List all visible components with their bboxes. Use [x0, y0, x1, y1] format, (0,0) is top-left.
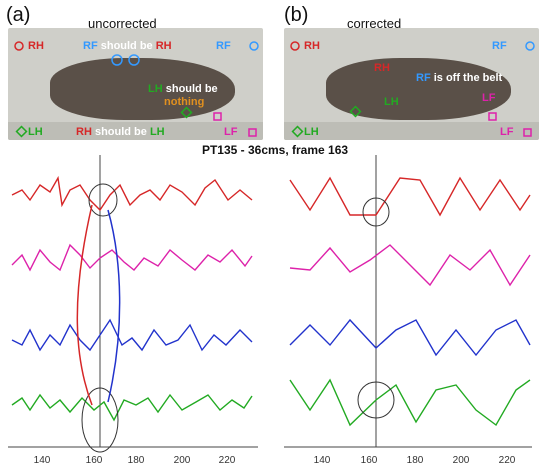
trace-rh [289, 176, 531, 217]
rf-target-icon [249, 41, 259, 51]
swap-arrow-red [76, 204, 93, 406]
mouse-image [326, 58, 511, 120]
label-lf-paw: LF [482, 92, 496, 104]
highlight-circle-top [88, 183, 118, 217]
label-rh: RH [28, 40, 44, 52]
lh-diamond-icon [349, 105, 362, 118]
label-rh-paw: RH [374, 62, 390, 74]
lh-diamond-icon [291, 125, 304, 138]
treadmill-belt [284, 122, 539, 140]
highlight-circle-bottom [81, 387, 119, 453]
rf-target-icon [128, 54, 140, 66]
label-lh: LH [28, 126, 43, 138]
note-rh-target: LH [149, 126, 165, 138]
note-rf-prefix: RF [416, 72, 431, 84]
label-rh: RH [304, 40, 320, 52]
label-lh: LH [304, 126, 319, 138]
highlight-circle-top [362, 197, 390, 227]
lh-diamond-icon [15, 125, 28, 138]
trace-rf [11, 318, 253, 352]
trace-lh [11, 393, 253, 422]
rh-pentagon-icon [290, 41, 300, 51]
rf-target-icon [525, 41, 535, 51]
trace-plot-corrected: 140 160 180 200 220 [284, 155, 532, 466]
lh-diamond-icon [180, 106, 193, 119]
note-lh-mid: should be [162, 83, 218, 95]
panel-a-label: (a) [6, 4, 31, 26]
note-rh-prefix: RH [76, 126, 92, 138]
note-rf-rest: is off the belt [430, 72, 503, 84]
x-tick-label: 160 [361, 455, 378, 466]
label-lh-paw: LH [384, 96, 399, 108]
treadmill-belt [8, 122, 263, 140]
lf-square-icon [523, 128, 532, 137]
label-rf: RF [216, 40, 231, 52]
lf-square-icon [248, 128, 257, 137]
lf-square-icon [213, 112, 222, 121]
x-tick-label: 200 [174, 455, 191, 466]
x-tick-label: 180 [407, 455, 424, 466]
rf-target-icon [111, 54, 123, 66]
trace-rh [11, 175, 253, 212]
note-rf-target: RH [155, 40, 172, 52]
trace-lf [289, 244, 531, 287]
x-tick-label: 220 [499, 455, 516, 466]
x-tick-label: 220 [219, 455, 236, 466]
panel-b-label: (b) [284, 4, 309, 26]
x-tick-label: 140 [314, 455, 331, 466]
trace-lh [289, 378, 531, 427]
note-rf-mid: should be [97, 40, 156, 52]
note-lh-target: nothing [164, 96, 205, 108]
lf-square-icon [488, 112, 497, 121]
figure-title: PT135 - 36cms, frame 163 [201, 143, 349, 157]
trace-lf [11, 243, 253, 272]
mouse-image [50, 58, 235, 120]
label-rf: RF [492, 40, 507, 52]
x-tick-label: 180 [128, 455, 145, 466]
x-tick-label: 200 [453, 455, 470, 466]
panel-b-state: corrected [347, 16, 402, 31]
note-lh: LH should be [148, 83, 218, 95]
panel-a-state: uncorrected [88, 16, 157, 31]
note-rf: RF should be RH [83, 40, 172, 52]
label-lf: LF [224, 126, 238, 138]
x-tick-label: 160 [86, 455, 103, 466]
rh-pentagon-icon [14, 41, 24, 51]
x-tick-label: 140 [34, 455, 51, 466]
photo-corrected: RH RF RH RF is off the belt LH LF LH LF [284, 28, 539, 140]
note-lh-prefix: LH [148, 83, 163, 95]
photo-uncorrected: RH RF RF should be RH LH should be nothi… [8, 28, 263, 140]
note-rh-mid: should be [91, 126, 150, 138]
note-rf-off-belt: RF is off the belt [416, 72, 502, 84]
note-rh: RH should be LH [76, 126, 165, 138]
swap-arrow-blue [107, 209, 121, 403]
markers-photo-b [290, 41, 535, 138]
label-lf: LF [500, 126, 514, 138]
markers-photo-a [14, 41, 259, 138]
highlight-circle-bottom [357, 381, 395, 419]
trace-plot-uncorrected: 140 160 180 200 220 [8, 155, 258, 466]
note-rf-prefix: RF [83, 40, 98, 52]
trace-rf [289, 318, 531, 357]
